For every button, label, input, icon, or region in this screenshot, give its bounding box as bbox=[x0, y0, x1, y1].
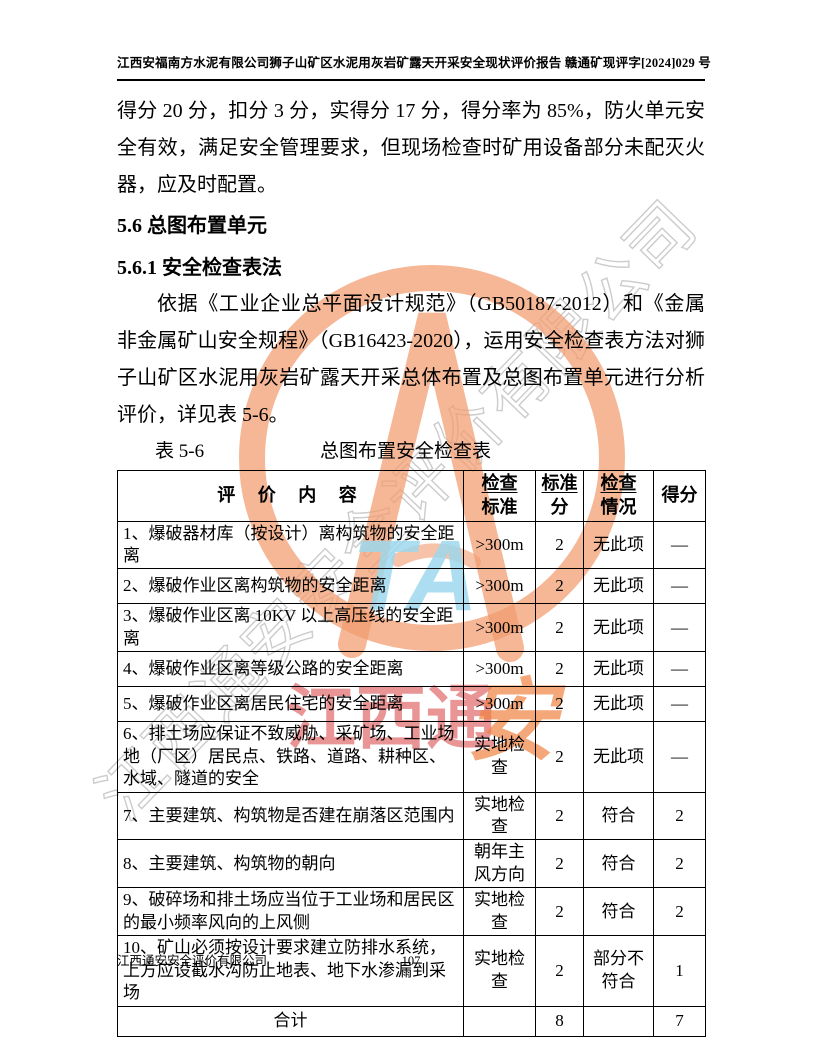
cell-standard-score: 2 bbox=[535, 568, 584, 605]
cell-content: 2、爆破作业区离构筑物的安全距离 bbox=[117, 568, 464, 605]
cell-standard: 朝年主风方向 bbox=[463, 839, 536, 889]
cell-content: 9、破碎场和排土场应当位于工业场和居民区的最小频率风向的上风侧 bbox=[117, 887, 464, 937]
cell-standard: 实地检查 bbox=[463, 791, 536, 841]
cell-check-result bbox=[583, 1005, 654, 1037]
cell-check-result: 无此项 bbox=[583, 686, 654, 723]
table-row: 4、爆破作业区离等级公路的安全距离 >300m 2 无此项 — bbox=[117, 651, 706, 688]
cell-standard: >300m bbox=[463, 686, 536, 723]
cell-score: — bbox=[653, 686, 706, 723]
cell-content: 4、爆破作业区离等级公路的安全距离 bbox=[117, 651, 464, 688]
cell-content: 8、主要建筑、构筑物的朝向 bbox=[117, 839, 464, 889]
table-row: 7、主要建筑、构筑物是否建在崩落区范围内 实地检查 2 符合 2 bbox=[117, 791, 706, 841]
table-row: 2、爆破作业区离构筑物的安全距离 >300m 2 无此项 — bbox=[117, 568, 706, 605]
cell-standard: >300m bbox=[463, 603, 536, 653]
cell-standard-score: 2 bbox=[535, 686, 584, 723]
cell-check-result: 无此项 bbox=[583, 721, 654, 793]
table-row: 5、爆破作业区离居民住宅的安全距离 >300m 2 无此项 — bbox=[117, 686, 706, 723]
table-caption-title: 总图布置安全检查表 bbox=[320, 441, 492, 462]
header-check-standard: 检查 标准 bbox=[463, 470, 536, 522]
cell-content: 6、排土场应保证不致威胁、采矿场、工业场地（厂区）居民点、铁路、道路、耕种区、水… bbox=[117, 721, 464, 793]
cell-check-result: 部分不符合 bbox=[583, 935, 654, 1007]
cell-standard: >300m bbox=[463, 651, 536, 688]
cell-check-result: 符合 bbox=[583, 887, 654, 937]
table-row: 10、矿山必须按设计要求建立防排水系统，上方应设截水沟防止地表、地下水渗漏到采场… bbox=[117, 935, 706, 1007]
table-row: 3、爆破作业区离 10KV 以上高压线的安全距离 >300m 2 无此项 — bbox=[117, 603, 706, 653]
cell-content: 1、爆破器材库（按设计）离构筑物的安全距离 bbox=[117, 520, 464, 570]
cell-score: 7 bbox=[653, 1005, 706, 1037]
cell-check-result: 无此项 bbox=[583, 568, 654, 605]
cell-score: — bbox=[653, 568, 706, 605]
table-row: 8、主要建筑、构筑物的朝向 朝年主风方向 2 符合 2 bbox=[117, 839, 706, 889]
cell-standard bbox=[463, 1005, 536, 1037]
cell-standard-score: 2 bbox=[535, 839, 584, 889]
cell-standard-score: 2 bbox=[535, 791, 584, 841]
cell-total-label: 合计 bbox=[117, 1005, 464, 1037]
cell-score: 2 bbox=[653, 839, 706, 889]
cell-check-result: 符合 bbox=[583, 791, 654, 841]
table-caption-label: 表 5-6 bbox=[155, 441, 205, 462]
cell-check-result: 无此项 bbox=[583, 520, 654, 570]
cell-standard-score: 8 bbox=[535, 1005, 584, 1037]
cell-standard-score: 2 bbox=[535, 887, 584, 937]
cell-check-result: 符合 bbox=[583, 839, 654, 889]
page-number: 107 bbox=[401, 954, 421, 968]
cell-standard: 实地检查 bbox=[463, 935, 536, 1007]
cell-standard-score: 2 bbox=[535, 520, 584, 570]
section-heading-5-6-1: 5.6.1 安全检查表法 bbox=[117, 257, 282, 279]
cell-score: 2 bbox=[653, 791, 706, 841]
table-row: 9、破碎场和排土场应当位于工业场和居民区的最小频率风向的上风侧 实地检查 2 符… bbox=[117, 887, 706, 937]
table-total-row: 合计 8 7 bbox=[117, 1005, 706, 1037]
cell-standard-score: 2 bbox=[535, 651, 584, 688]
footer-company-name: 江西通安安全评价有限公司 bbox=[117, 954, 268, 968]
cell-content: 7、主要建筑、构筑物是否建在崩落区范围内 bbox=[117, 791, 464, 841]
table-header-row: 评 价 内 容 检查 标准 标准 分 检查 情况 得分 bbox=[117, 470, 706, 522]
cell-content: 10、矿山必须按设计要求建立防排水系统，上方应设截水沟防止地表、地下水渗漏到采场 bbox=[117, 935, 464, 1007]
section-heading-5-6: 5.6 总图布置单元 bbox=[117, 215, 267, 237]
table-row: 1、爆破器材库（按设计）离构筑物的安全距离 >300m 2 无此项 — bbox=[117, 520, 706, 570]
header-eval-content: 评 价 内 容 bbox=[117, 470, 464, 522]
paragraph-score-summary: 得分 20 分，扣分 3 分，实得分 17 分，得分率为 85%，防火单元安全有… bbox=[117, 100, 705, 196]
header-check-result: 检查 情况 bbox=[583, 470, 654, 522]
header-standard-score: 标准 分 bbox=[535, 470, 584, 522]
cell-content: 3、爆破作业区离 10KV 以上高压线的安全距离 bbox=[117, 603, 464, 653]
paragraph-method-intro: 依据《工业企业总平面设计规范》（GB50187-2012）和《金属非金属矿山安全… bbox=[117, 293, 705, 426]
cell-standard-score: 2 bbox=[535, 721, 584, 793]
cell-score: — bbox=[653, 651, 706, 688]
cell-score: — bbox=[653, 721, 706, 793]
cell-score: 1 bbox=[653, 935, 706, 1007]
cell-content: 5、爆破作业区离居民住宅的安全距离 bbox=[117, 686, 464, 723]
cell-check-result: 无此项 bbox=[583, 651, 654, 688]
cell-score: — bbox=[653, 520, 706, 570]
table-caption: 表 5-6 总图布置安全检查表 bbox=[117, 438, 705, 466]
table-row: 6、排土场应保证不致威胁、采矿场、工业场地（厂区）居民点、铁路、道路、耕种区、水… bbox=[117, 721, 706, 793]
cell-check-result: 无此项 bbox=[583, 603, 654, 653]
cell-standard-score: 2 bbox=[535, 935, 584, 1007]
report-header: 江西安福南方水泥有限公司狮子山矿区水泥用灰岩矿露天开采安全现状评价报告 赣通矿现… bbox=[117, 54, 711, 81]
cell-score: — bbox=[653, 603, 706, 653]
cell-score: 2 bbox=[653, 887, 706, 937]
cell-standard: 实地检查 bbox=[463, 887, 536, 937]
header-score: 得分 bbox=[653, 470, 706, 522]
cell-standard: >300m bbox=[463, 520, 536, 570]
page-content: 江西安福南方水泥有限公司狮子山矿区水泥用灰岩矿露天开采安全现状评价报告 赣通矿现… bbox=[117, 0, 711, 1037]
cell-standard-score: 2 bbox=[535, 603, 584, 653]
cell-standard: >300m bbox=[463, 568, 536, 605]
cell-standard: 实地检查 bbox=[463, 721, 536, 793]
